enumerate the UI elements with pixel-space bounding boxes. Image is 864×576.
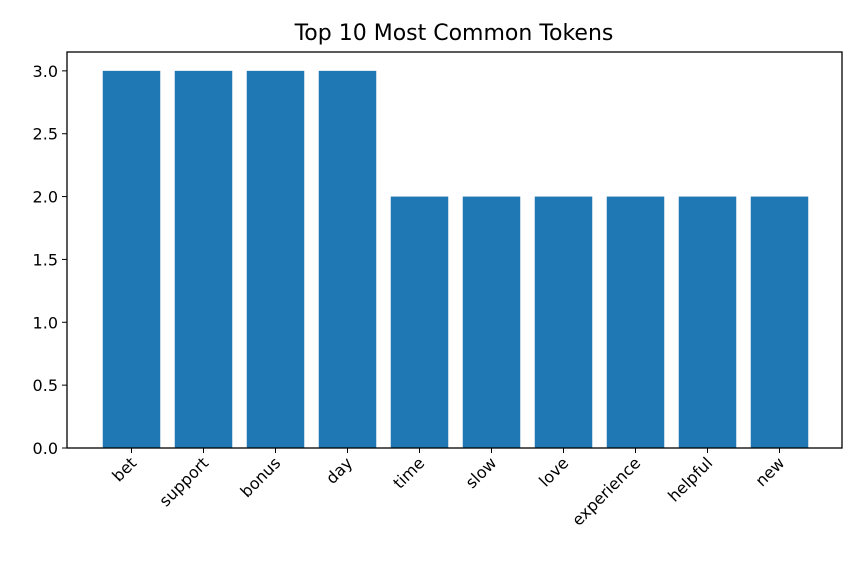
x-tick-label-experience: experience (568, 453, 644, 529)
x-tick-label-bonus: bonus (237, 453, 285, 501)
bar-new (750, 196, 809, 448)
x-tick-label-new: new (752, 453, 789, 490)
bar-bet (102, 70, 161, 448)
bar-support (174, 70, 233, 448)
bars-group (102, 70, 809, 448)
x-axis: bet support bonus day time slow loveexperience… (108, 448, 788, 530)
y-tick-label: 3.0 (33, 62, 58, 81)
chart-title: Top 10 Most Common Tokens (294, 21, 614, 46)
bar-slow (462, 196, 521, 448)
bar-time (390, 196, 449, 448)
plot-frame (66, 51, 843, 449)
bar-love (534, 196, 593, 448)
y-tick-label: 2.5 (33, 125, 58, 144)
x-tick-label-helpful: helpful (664, 453, 716, 505)
x-tick-label-love: love (535, 453, 572, 490)
y-tick-label: 1.5 (33, 250, 58, 269)
bar-bonus (246, 70, 305, 448)
x-tick-label-time: time (389, 453, 428, 492)
y-tick-label: 0.0 (33, 439, 58, 458)
bar-helpful (678, 196, 737, 448)
bar-experience (606, 196, 665, 448)
x-tick-label-bet: bet (108, 453, 140, 485)
x-tick-label-day: day (322, 453, 356, 487)
bar-day (318, 70, 377, 448)
x-tick-label-support: support (155, 453, 212, 510)
y-tick-label: 0.5 (33, 376, 58, 395)
y-tick-label: 1.0 (33, 313, 58, 332)
x-tick-label-slow: slow (462, 453, 501, 492)
y-axis: 0.0 0.5 1.0 1.5 2.0 2.5 3.0 (33, 62, 67, 458)
y-tick-label: 2.0 (33, 188, 58, 207)
